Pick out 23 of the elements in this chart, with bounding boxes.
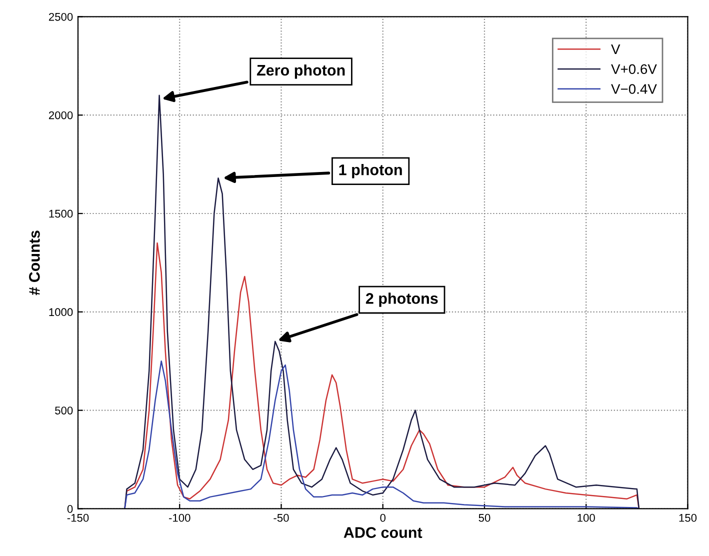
y-tick-label: 2000 [48, 111, 73, 120]
x-tick-label: 0 [380, 514, 386, 522]
y-tick-label: 1500 [49, 210, 73, 218]
line-series [124, 94, 640, 509]
x-tick-label: 150 [679, 514, 697, 522]
annotation: 2 photons [366, 292, 438, 307]
y-tick-label: 500 [55, 406, 73, 414]
x-tick-label: -50 [274, 514, 289, 522]
y-tick-label: 1000 [49, 308, 73, 316]
y-axis-title: # Counts [29, 230, 40, 296]
legend-label: V−0.4V [611, 84, 657, 94]
legend-label: V [611, 44, 620, 54]
y-tick-label: 0 [67, 505, 73, 513]
x-tick-label: 50 [478, 514, 490, 522]
annotation: Zero photon [256, 64, 345, 79]
x-tick-label: -150 [67, 514, 89, 522]
x-tick-label: -100 [168, 514, 190, 522]
y-tick-label: 2500 [48, 12, 73, 21]
line-series [124, 360, 640, 509]
x-tick-label: 100 [578, 514, 595, 522]
x-axis-title: ADC count [344, 527, 422, 538]
annotation: 1 photon [339, 164, 402, 178]
legend-label: V+0.6V [611, 64, 657, 74]
